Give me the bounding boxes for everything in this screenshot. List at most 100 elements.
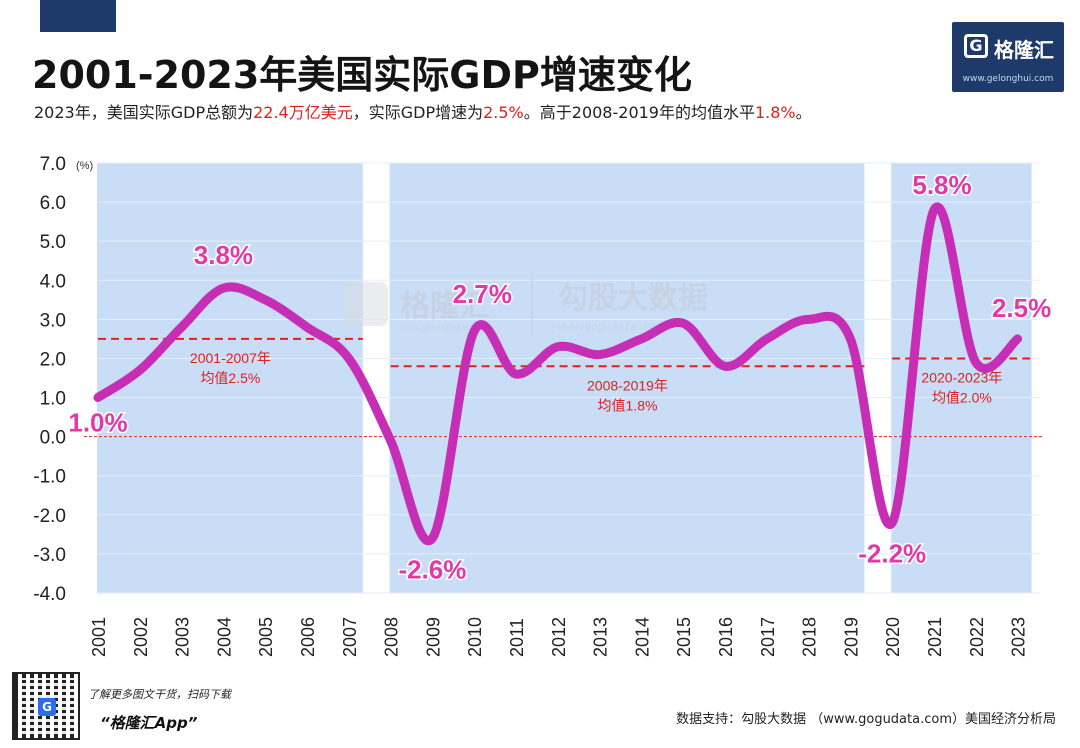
data-point-2004 xyxy=(222,287,224,289)
x-tick-label: 2017 xyxy=(758,617,778,657)
data-point-2010 xyxy=(473,330,475,332)
data-label-2023: 2.5% xyxy=(992,293,1051,323)
data-point-2003 xyxy=(181,326,183,328)
x-tick-label: 2002 xyxy=(131,617,151,657)
data-point-2022 xyxy=(975,361,977,363)
x-tick-label: 2010 xyxy=(465,617,485,657)
data-label-2020: -2.2% xyxy=(858,539,926,569)
y-tick-label: 1.0 xyxy=(40,389,66,410)
subtitle-part: 2023年，美国实际GDP总额为 xyxy=(34,103,254,122)
y-axis: 7.0 6.0 5.0 4.0 3.0 2.0 1.0 0.0 -1.0 -2.0 -3.0 -4.0 xyxy=(33,154,66,605)
subtitle-highlight-growth: 2.5% xyxy=(483,103,524,122)
x-tick-label: 2012 xyxy=(549,617,569,657)
data-label-2021: 5.8% xyxy=(912,170,971,200)
x-tick-label: 2016 xyxy=(716,617,736,657)
subtitle-highlight-gdp-total: 22.4万亿美元 xyxy=(253,103,353,122)
data-point-2019 xyxy=(849,338,851,340)
data-point-2011 xyxy=(515,373,517,375)
data-point-2015 xyxy=(682,322,684,324)
logo-g-icon: G xyxy=(964,34,988,58)
average-label-value: 均值2.5% xyxy=(200,370,260,386)
footer-app-name: “格隆汇App” xyxy=(100,714,198,732)
data-label-2010: 2.7% xyxy=(453,279,512,309)
data-label-2004: 3.8% xyxy=(194,240,253,270)
x-tick-label: 2020 xyxy=(883,617,903,657)
gdp-growth-line xyxy=(93,202,1023,546)
data-point-2008 xyxy=(390,440,392,442)
y-tick-label: -2.0 xyxy=(33,506,66,527)
x-axis: 2001 2002 2003 2004 2005 2006 2007 2008 2009 2010… xyxy=(89,617,1029,657)
y-tick-label: 4.0 xyxy=(40,271,66,292)
x-tick-label: 2011 xyxy=(507,618,527,657)
x-tick-label: 2018 xyxy=(800,617,820,657)
watermark-brand: 格隆汇 xyxy=(400,290,490,323)
data-point-2006 xyxy=(306,326,308,328)
watermark-partner: 勾股大数据 xyxy=(558,282,708,315)
x-tick-label: 2013 xyxy=(591,617,611,657)
x-tick-label: 2006 xyxy=(298,617,318,657)
logo-name: 格隆汇 xyxy=(994,38,1054,62)
watermark-g-icon xyxy=(344,282,388,326)
data-source: 数据支持：勾股大数据 （www.gogudata.com）美国经济分析局 xyxy=(676,712,1056,727)
x-tick-label: 2019 xyxy=(841,617,861,657)
x-tick-label: 2022 xyxy=(967,617,987,657)
y-tick-label: -3.0 xyxy=(33,545,66,566)
y-tick-label: 2.0 xyxy=(40,349,66,370)
period-band-2008-2019 xyxy=(389,163,865,593)
data-point-2012 xyxy=(557,346,559,348)
watermark: 格隆汇 www.gelonghui.com 勾股大数据 www.gogudata… xyxy=(344,272,708,336)
logo-url: www.gelonghui.com xyxy=(962,74,1054,84)
x-tick-label: 2008 xyxy=(382,617,402,657)
subtitle-highlight-average: 1.8% xyxy=(754,103,796,122)
data-point-2009 xyxy=(431,537,433,539)
y-tick-label: 6.0 xyxy=(40,193,66,214)
data-label-2009: -2.6% xyxy=(398,554,466,584)
data-point-2017 xyxy=(766,338,768,340)
y-tick-label: -1.0 xyxy=(33,467,66,488)
subtitle-part: 。 xyxy=(795,103,812,122)
average-label-period: 2020-2023年 xyxy=(921,369,1002,385)
footer-promo: 了解更多图文干货，扫码下载 xyxy=(88,688,231,701)
data-point-2016 xyxy=(724,365,726,367)
corner-accent-tab xyxy=(40,0,116,32)
x-tick-label: 2021 xyxy=(925,617,945,657)
subtitle: 2023年，美国实际GDP总额为22.4万亿美元，实际GDP增速为2.5%。高于… xyxy=(34,99,812,123)
x-tick-label: 2001 xyxy=(89,617,109,657)
x-tick-label: 2007 xyxy=(340,617,360,657)
data-point-2005 xyxy=(264,299,266,301)
average-label-value: 均值2.0% xyxy=(932,389,992,405)
data-point-2001 xyxy=(97,397,99,399)
period-band-2001-2007 xyxy=(97,163,363,593)
average-label-period: 2008-2019年 xyxy=(587,377,668,393)
y-tick-label: -4.0 xyxy=(33,584,66,605)
qr-g-icon: G xyxy=(38,698,56,716)
x-tick-label: 2009 xyxy=(423,617,443,657)
average-label-period: 2001-2007年 xyxy=(190,350,271,366)
data-label-2001: 1.0% xyxy=(68,408,127,438)
x-tick-label: 2005 xyxy=(256,617,276,657)
data-point-2014 xyxy=(640,338,642,340)
y-tick-label: 5.0 xyxy=(40,232,66,253)
average-label-value: 均值1.8% xyxy=(598,397,658,413)
x-tick-label: 2015 xyxy=(674,617,694,657)
data-point-2007 xyxy=(348,357,350,359)
y-tick-label: 3.0 xyxy=(40,310,66,331)
x-tick-label: 2003 xyxy=(173,617,193,657)
watermark-brand-url: www.gelonghui.com xyxy=(399,322,480,332)
watermark-partner-url: www.gogudata.com xyxy=(558,322,664,334)
subtitle-part: ，实际GDP增速为 xyxy=(352,103,484,122)
y-tick-label: 7.0 xyxy=(40,154,66,175)
data-point-2013 xyxy=(599,354,601,356)
data-point-2023 xyxy=(1017,338,1019,340)
data-point-2021 xyxy=(933,209,935,211)
data-point-2018 xyxy=(808,318,810,320)
x-tick-label: 2023 xyxy=(1009,617,1029,657)
subtitle-part: 。高于2008-2019年的均值水平 xyxy=(523,103,755,122)
data-labels: 1.0% 3.8% -2.6% 2.7% -2.2% 5.8% 2.5% xyxy=(67,168,1053,585)
data-point-2020 xyxy=(891,522,893,524)
y-tick-label: 0.0 xyxy=(40,428,66,449)
x-tick-label: 2014 xyxy=(632,617,652,657)
page-title: 2001-2023年美国实际GDP增速变化 xyxy=(32,53,692,97)
